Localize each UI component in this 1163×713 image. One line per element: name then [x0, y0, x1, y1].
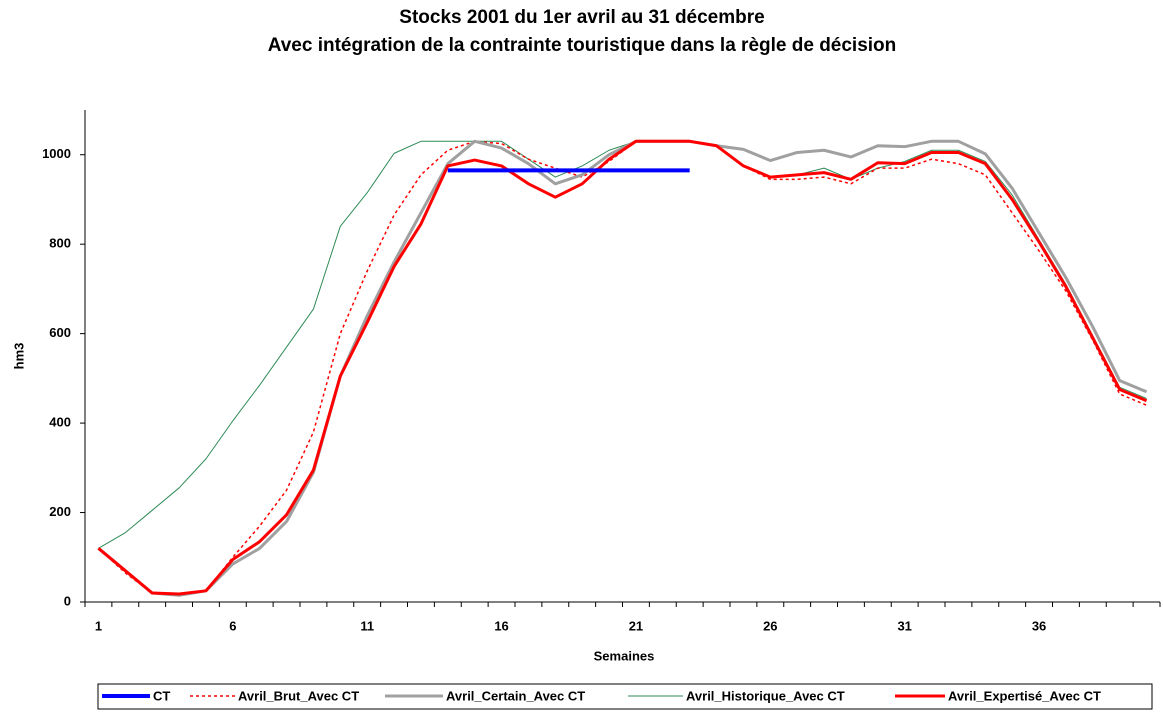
- y-tick-label: 0: [64, 593, 71, 608]
- x-tick-label: 1: [95, 618, 102, 633]
- y-tick-label: 800: [49, 236, 71, 251]
- y-axis-label: hm3: [11, 343, 26, 370]
- series-line: [97, 139, 1148, 597]
- x-tick-label: 26: [763, 618, 777, 633]
- x-tick-label: 16: [494, 618, 508, 633]
- x-tick-label: 11: [360, 618, 374, 633]
- legend-label: CT: [153, 688, 170, 703]
- x-tick-label: 31: [897, 618, 911, 633]
- x-tick-label: 36: [1032, 618, 1046, 633]
- series-line: [97, 140, 1147, 597]
- legend-label: Avril_Brut_Avec CT: [238, 688, 359, 703]
- legend-label: Avril_Expertisé_Avec CT: [948, 688, 1101, 703]
- chart-subtitle: Avec intégration de la contrainte touris…: [268, 35, 897, 56]
- y-tick-label: 400: [49, 415, 71, 430]
- series-line: [98, 140, 1147, 549]
- x-tick-label: 21: [629, 618, 643, 633]
- legend-label: Avril_Historique_Avec CT: [686, 688, 845, 703]
- x-tick-label: 6: [229, 618, 236, 633]
- legend-label: Avril_Certain_Avec CT: [446, 688, 585, 703]
- series-line: [97, 139, 1148, 596]
- y-tick-label: 1000: [42, 146, 71, 161]
- legend-box: [97, 683, 1153, 710]
- y-tick-label: 600: [49, 325, 71, 340]
- y-tick-label: 200: [49, 504, 71, 519]
- chart-title: Stocks 2001 du 1er avril au 31 décembre: [399, 7, 764, 28]
- x-axis-label: Semaines: [594, 648, 655, 663]
